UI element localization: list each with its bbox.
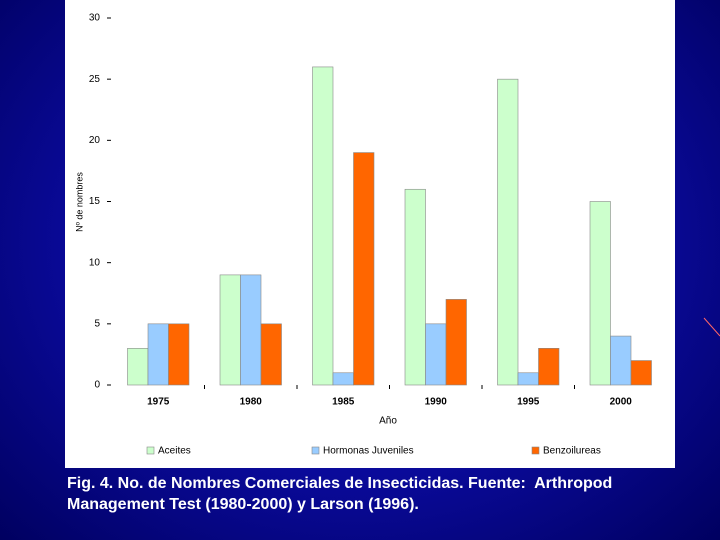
bar [589, 201, 611, 386]
x-tick-label: 1980 [240, 397, 263, 408]
bar [219, 274, 241, 386]
legend-label: Aceites [158, 446, 191, 457]
legend-swatch [311, 446, 320, 455]
caption-line: Management Test (1980-2000) y Larson (19… [67, 496, 419, 513]
y-tick-label: 0 [94, 380, 100, 391]
y-tick-label: 5 [94, 318, 100, 329]
y-tick-label: 30 [89, 13, 101, 24]
y-tick-label: 10 [89, 257, 101, 268]
x-tick-label: 2000 [610, 397, 633, 408]
legend-label: Benzoilureas [543, 446, 601, 457]
legend-swatch [531, 446, 540, 455]
bar [168, 323, 190, 386]
y-tick-label: 20 [89, 135, 101, 146]
legend-swatch [146, 446, 155, 455]
x-tick-label: 1985 [332, 397, 355, 408]
bar [610, 335, 632, 386]
bar [425, 323, 447, 386]
x-tick-label: 1975 [147, 397, 170, 408]
bar [538, 347, 560, 386]
y-tick-label: 25 [89, 74, 101, 85]
bar [332, 372, 354, 386]
caption: Fig. 4. No. de Nombres Comerciales de In… [67, 473, 612, 515]
x-tick-label: 1990 [425, 397, 448, 408]
bar [312, 66, 334, 386]
bar [353, 152, 375, 386]
bar [630, 360, 652, 386]
x-tick-label: 1995 [517, 397, 540, 408]
bar [445, 299, 467, 386]
y-axis-label: Nº de nombres [74, 172, 84, 232]
decoration-line [703, 317, 720, 337]
bar [260, 323, 282, 386]
x-axis-label: Año [379, 416, 397, 427]
y-tick-label: 15 [89, 196, 101, 207]
bar [147, 323, 169, 386]
bar [497, 78, 519, 386]
bar [127, 347, 149, 386]
caption-line: Fig. 4. No. de Nombres Comerciales de In… [67, 475, 613, 492]
bar [404, 188, 426, 386]
legend-label: Hormonas Juveniles [323, 446, 414, 457]
bar [240, 274, 262, 386]
bar [517, 372, 539, 386]
